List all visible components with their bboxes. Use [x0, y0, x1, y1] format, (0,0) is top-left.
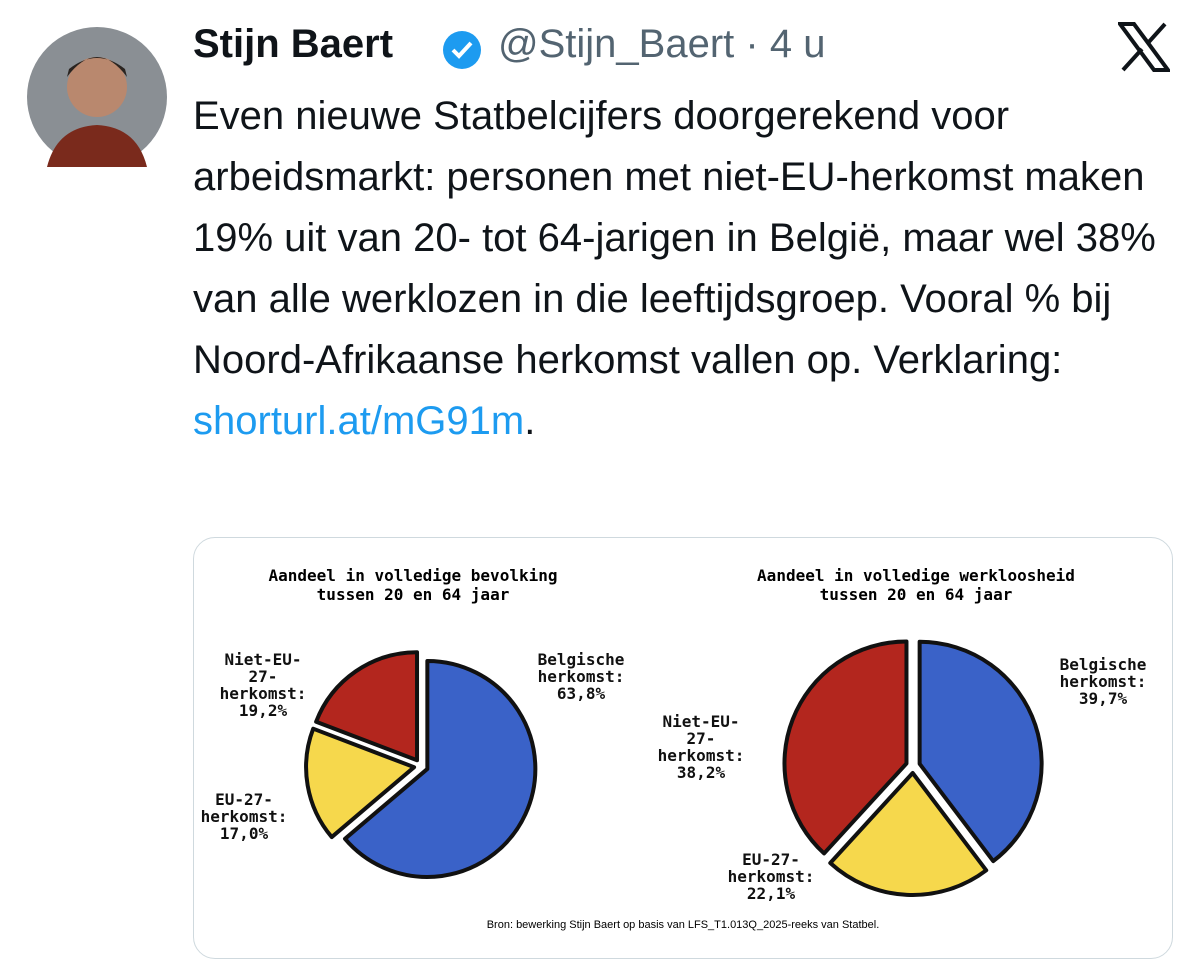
- slice-label: Niet-EU-27-herkomst: 38,2%: [653, 713, 749, 781]
- pie-slice: [917, 639, 1044, 864]
- pie-slice: [828, 770, 989, 897]
- post-end: .: [524, 399, 536, 443]
- source: Bron: bewerking Stijn Baert op basis van…: [487, 919, 880, 931]
- chart-subtitle: tussen 20 en 64 jaar: [317, 585, 510, 604]
- category-label: Belgische herkomst:: [1059, 655, 1147, 691]
- category-label: EU-27-herkomst:: [727, 850, 815, 886]
- value-label: 39,7%: [1078, 689, 1128, 708]
- value-label: 63,8%: [556, 684, 606, 703]
- category-label: Niet-EU-27-herkomst:: [657, 712, 745, 765]
- slice-label: EU-27-herkomst: 22,1%: [723, 851, 819, 902]
- pie-slice: [314, 650, 420, 763]
- media-card[interactable]: Bron: bewerking Stijn Baert op basis van…: [193, 537, 1173, 959]
- value-label: 22,1%: [746, 884, 796, 903]
- post-time[interactable]: 4 u: [769, 22, 826, 66]
- chart-title: Aandeel in volledige werkloosheid: [757, 566, 1075, 585]
- post-text: Even nieuwe Statbelcijfers doorgerekend …: [193, 86, 1183, 452]
- chart-subtitle: tussen 20 en 64 jaar: [820, 585, 1013, 604]
- verified-badge: [443, 31, 481, 69]
- value-label: 38,2%: [676, 763, 726, 782]
- slice-label: EU-27-herkomst: 17,0%: [196, 791, 292, 842]
- post-body: Even nieuwe Statbelcijfers doorgerekend …: [193, 94, 1156, 382]
- chart-title: Aandeel in volledige bevolking: [269, 566, 558, 585]
- category-label: Niet-EU-27-herkomst:: [219, 650, 307, 703]
- separator: ·: [745, 22, 759, 66]
- x-logo[interactable]: [1118, 22, 1170, 72]
- pie-slice: [343, 658, 538, 879]
- value-label: 19,2%: [238, 701, 288, 720]
- slice-label: Belgische herkomst: 63,8%: [533, 651, 629, 702]
- pie-slice: [782, 639, 909, 856]
- author-name[interactable]: Stijn Baert: [193, 22, 394, 66]
- charts: Bron: bewerking Stijn Baert op basis van…: [269, 566, 1075, 931]
- category-label: EU-27-herkomst:: [200, 790, 288, 826]
- post-link[interactable]: shorturl.at/mG91m: [193, 399, 525, 443]
- slice-label: Niet-EU-27-herkomst: 19,2%: [215, 651, 311, 719]
- category-label: Belgische herkomst:: [537, 650, 625, 686]
- pie-slice: [304, 726, 417, 840]
- author-handle[interactable]: @Stijn_Baert: [498, 22, 735, 66]
- author-meta: @Stijn_Baert · 4 u: [498, 22, 825, 67]
- slice-label: Belgische herkomst: 39,7%: [1055, 656, 1151, 707]
- value-label: 17,0%: [219, 824, 269, 843]
- avatar[interactable]: [27, 27, 167, 167]
